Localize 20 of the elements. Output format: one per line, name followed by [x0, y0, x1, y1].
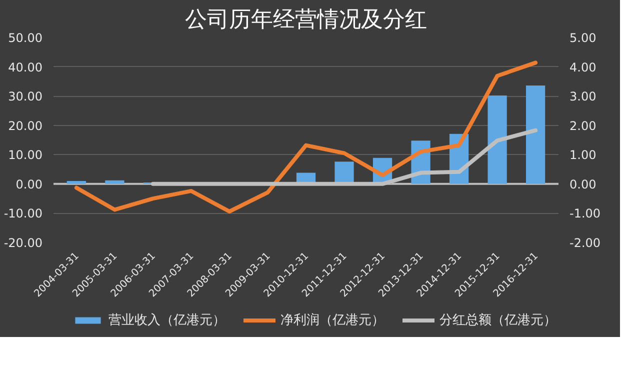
y2-tick-label: -1.00 — [570, 206, 601, 221]
y-tick-label: 10.00 — [8, 148, 43, 162]
y-tick-label: 40.00 — [8, 60, 43, 74]
legend-label: 净利润（亿港元） — [280, 312, 384, 329]
y2-tick-label: 3.00 — [570, 90, 596, 104]
y2-tick-label: 1.00 — [570, 148, 596, 162]
y-tick-label: -10.00 — [4, 206, 43, 221]
y2-tick-label: 0.00 — [570, 177, 596, 192]
y-tick-label: 20.00 — [8, 118, 43, 133]
y-tick-label: 30.00 — [8, 90, 43, 104]
y-tick-label: 0.00 — [16, 177, 42, 192]
legend-label: 分红总额（亿港元） — [440, 312, 556, 329]
y2-tick-label: 4.00 — [570, 60, 596, 74]
legend-label: 营业收入（亿港元） — [108, 312, 226, 329]
y2-tick-label: 2.00 — [570, 118, 596, 133]
y2-tick-label: 5.00 — [570, 31, 596, 45]
chart-title: 公司历年经营情况及分红 — [185, 8, 427, 32]
y-tick-label: 50.00 — [8, 31, 43, 45]
y-tick-label: -20.00 — [4, 236, 43, 250]
y2-tick-label: -2.00 — [570, 236, 601, 250]
